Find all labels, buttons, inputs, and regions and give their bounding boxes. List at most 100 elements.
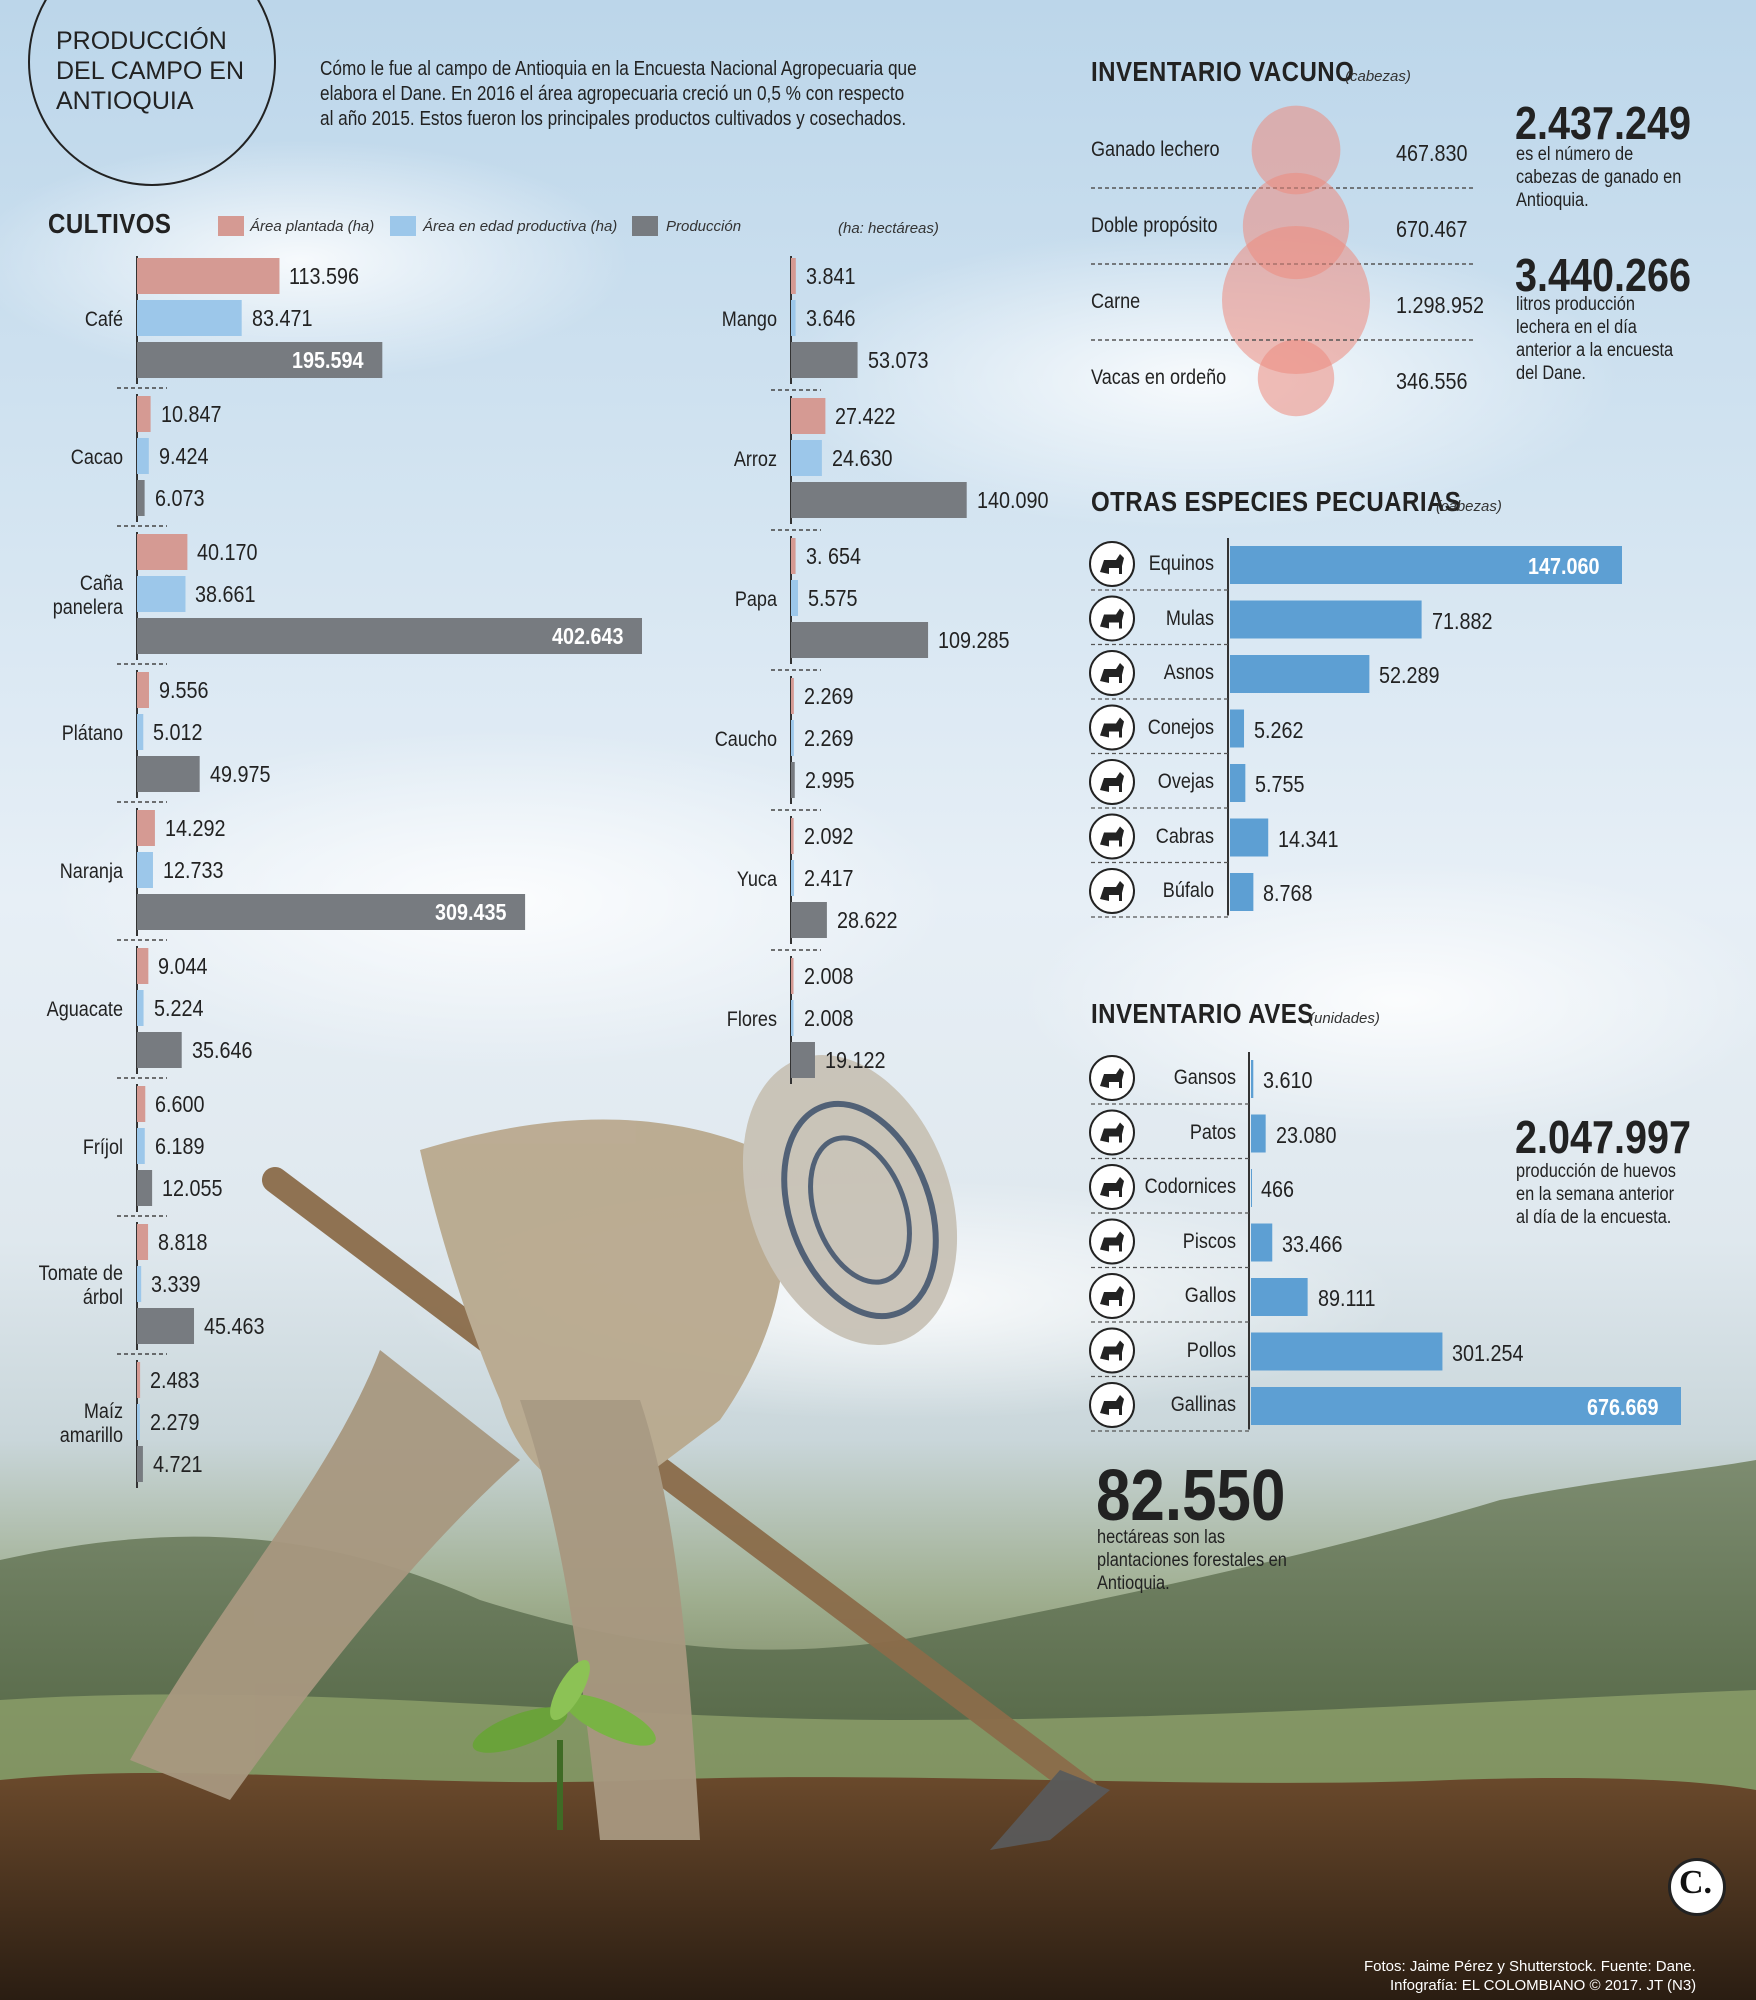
animal-label: Patos xyxy=(1189,1120,1236,1144)
animal-bar xyxy=(1251,1114,1266,1153)
donkey-icon-glyph xyxy=(1100,663,1124,683)
animal-value: 5.755 xyxy=(1255,771,1305,797)
crop-bar xyxy=(791,300,796,336)
crop-value: 2.008 xyxy=(803,963,854,989)
duck-icon-glyph xyxy=(1100,1122,1124,1143)
crop-bar xyxy=(137,1404,140,1440)
crop-bar xyxy=(791,1042,815,1078)
vacuno-stat1-value: 2.437.249 xyxy=(1515,97,1692,149)
animal-bar xyxy=(1230,709,1245,748)
crop-bar xyxy=(791,622,929,658)
animal-value: 52.289 xyxy=(1379,662,1440,688)
crop-value: 10.847 xyxy=(160,401,222,427)
animal-bar xyxy=(1230,546,1622,584)
crop-value: 309.435 xyxy=(435,899,507,925)
animal-label: Gallos xyxy=(1184,1284,1236,1307)
crop-bar xyxy=(791,818,794,854)
crop-value: 6.600 xyxy=(155,1091,205,1117)
crop-value: 49.975 xyxy=(209,761,271,787)
duck-icon-shape xyxy=(1100,1122,1124,1143)
crop-bar xyxy=(137,396,151,432)
title-line: ANTIOQUIA xyxy=(56,87,194,115)
crop-bar xyxy=(137,672,149,708)
crop-value: 5.575 xyxy=(807,585,858,611)
crop-label: Arroz xyxy=(733,448,777,471)
animal-value: 8.768 xyxy=(1263,880,1313,906)
animal-bar xyxy=(1251,1223,1273,1262)
mule-icon-shape xyxy=(1100,608,1124,629)
animal-bar xyxy=(1251,1387,1681,1425)
crop-value: 195.594 xyxy=(292,347,364,373)
crop-label: Papa xyxy=(734,588,777,611)
crop-bar xyxy=(791,720,794,756)
crop-value: 12.733 xyxy=(162,857,224,883)
crop-label: Yuca xyxy=(736,868,777,891)
animal-value: 33.466 xyxy=(1282,1230,1343,1257)
crop-bar xyxy=(137,810,155,846)
horse-icon-shape xyxy=(1100,554,1124,574)
cattle-value: 346.556 xyxy=(1396,368,1468,394)
animal-bar xyxy=(1230,873,1254,911)
crop-bar xyxy=(791,342,858,378)
animal-value: 301.254 xyxy=(1452,1339,1524,1366)
crop-value: 83.471 xyxy=(251,305,313,331)
credits-line: Fotos: Jaime Pérez y Shutterstock. Fuent… xyxy=(1364,1958,1696,1975)
crop-label: Caña panelera xyxy=(52,572,124,619)
crop-value: 2.008 xyxy=(803,1005,854,1031)
crop-bar xyxy=(137,1446,143,1482)
crop-label: Flores xyxy=(726,1008,777,1031)
crop-value: 6.189 xyxy=(154,1133,205,1159)
crop-value: 28.622 xyxy=(836,907,898,933)
goose-icon-glyph xyxy=(1100,1068,1124,1088)
cattle-bubble xyxy=(1257,339,1335,417)
crop-bar xyxy=(137,1224,149,1260)
animal-value: 89.111 xyxy=(1317,1285,1376,1311)
intro-line: Cómo le fue al campo de Antioquia en la … xyxy=(320,58,917,80)
animal-label: Asnos xyxy=(1163,661,1214,684)
animal-label: Piscos xyxy=(1182,1229,1236,1253)
crop-value: 24.630 xyxy=(831,445,893,471)
crop-value: 27.422 xyxy=(835,403,896,429)
crop-bar xyxy=(791,1000,794,1036)
crop-label: Mango xyxy=(721,308,777,331)
crop-bar xyxy=(791,258,796,294)
crop-bar xyxy=(137,852,153,888)
crop-bar xyxy=(791,482,967,518)
farmer-figure xyxy=(130,1054,1110,1850)
vacuno-stat2-value: 3.440.266 xyxy=(1515,249,1692,301)
crop-value: 3. 654 xyxy=(805,543,861,569)
crop-bar xyxy=(137,1170,153,1206)
animal-bar xyxy=(1230,655,1370,693)
cultivos-heading: CULTIVOS xyxy=(48,208,172,239)
credits-line: Infografía: EL COLOMBIANO © 2017. JT (N3… xyxy=(1390,1977,1697,1994)
buffalo-icon-glyph xyxy=(1100,881,1124,901)
crop-value: 2.092 xyxy=(803,823,854,849)
crop-bar xyxy=(137,1128,145,1164)
crop-value: 402.643 xyxy=(552,623,624,649)
crop-bar xyxy=(791,958,794,994)
aves-unit: (unidades) xyxy=(1309,1010,1380,1027)
page-title: PRODUCCIÓN DEL CAMPO EN ANTIOQUIA xyxy=(56,26,244,116)
animal-label: Cabras xyxy=(1155,824,1214,848)
crop-bar xyxy=(137,948,149,984)
crop-bar xyxy=(137,756,200,792)
quail-icon-shape xyxy=(1100,1177,1124,1197)
crop-label: Cacao xyxy=(70,446,123,469)
cattle-label: Ganado lechero xyxy=(1091,138,1220,161)
crop-value: 45.463 xyxy=(204,1313,265,1339)
crop-bar xyxy=(137,1362,141,1398)
intro-line: elabora el Dane. En 2016 el área agropec… xyxy=(320,83,905,105)
pecuarias-unit: (cabezas) xyxy=(1436,498,1502,515)
crop-value: 38.661 xyxy=(195,581,256,607)
vacuno-heading: INVENTARIO VACUNO xyxy=(1091,56,1355,87)
crop-label: Maíz amarillo xyxy=(59,1400,123,1447)
legend-swatch-plantada xyxy=(218,216,244,236)
rabbit-icon-shape xyxy=(1100,717,1124,738)
goose-icon-shape xyxy=(1100,1068,1124,1088)
crop-value: 53.073 xyxy=(867,347,929,373)
crop-label: Naranja xyxy=(59,860,123,883)
hen-icon-glyph xyxy=(1100,1395,1124,1415)
crop-value: 2.483 xyxy=(150,1367,200,1393)
goat-icon-glyph xyxy=(1100,826,1124,847)
crop-value: 3.841 xyxy=(805,263,856,289)
